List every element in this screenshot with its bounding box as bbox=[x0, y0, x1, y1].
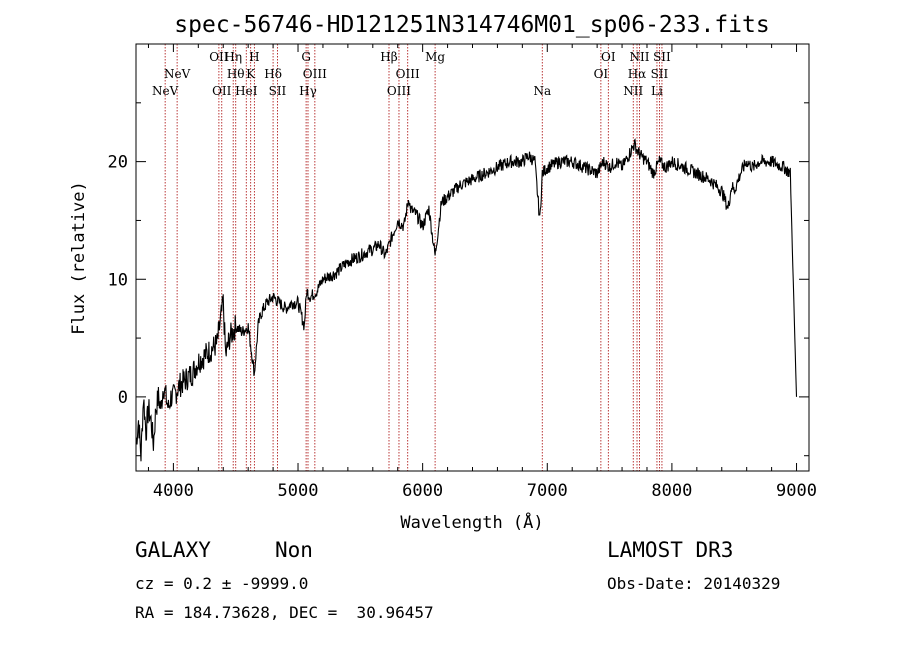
line-marker-label-3: OII bbox=[212, 84, 232, 98]
line-marker-label-17: Mg bbox=[425, 50, 445, 64]
line-marker-label-8: K bbox=[246, 67, 256, 81]
line-marker-label-14: Hβ bbox=[380, 50, 397, 64]
observation-date: Obs-Date: 20140329 bbox=[607, 574, 781, 593]
ra-dec-line: RA = 184.73628, DEC = 30.96457 bbox=[135, 603, 434, 622]
line-marker-label-10: SII bbox=[269, 84, 287, 98]
object-class: GALAXY bbox=[135, 538, 211, 562]
y-axis-label: Flux (relative) bbox=[69, 181, 89, 335]
axis-ticks: 4000 5000 6000 7000 8000 9000 0 10 20 bbox=[108, 44, 817, 501]
line-marker-label-18: Na bbox=[533, 84, 551, 98]
x-tick-label-0: 4000 bbox=[153, 481, 194, 501]
x-tick-label-2: 6000 bbox=[402, 481, 443, 501]
line-marker-label-13: OIII bbox=[303, 67, 327, 81]
line-marker-label-21: NII bbox=[630, 50, 650, 64]
line-marker-label-20: OI bbox=[594, 67, 609, 81]
x-axis-label: Wavelength (Å) bbox=[400, 511, 543, 533]
line-marker-label-11: G bbox=[301, 50, 311, 64]
line-marker-label-2: OII bbox=[209, 50, 229, 64]
line-marker-label-9: Hδ bbox=[264, 67, 282, 81]
line-marker-label-5: Hθ bbox=[227, 67, 245, 81]
y-tick-label-2: 20 bbox=[108, 153, 128, 173]
y-tick-label-1: 10 bbox=[108, 270, 128, 290]
x-tick-label-1: 5000 bbox=[278, 481, 319, 501]
line-marker-label-6: HeI bbox=[235, 84, 258, 98]
line-marker-label-25: SII bbox=[651, 67, 669, 81]
x-tick-label-5: 9000 bbox=[776, 481, 817, 501]
line-marker-label-16: OIII bbox=[387, 84, 411, 98]
line-marker-label-26: Li bbox=[651, 84, 663, 98]
x-tick-label-3: 7000 bbox=[527, 481, 568, 501]
line-marker-label-7: H bbox=[249, 50, 259, 64]
line-marker-label-12: Hγ bbox=[299, 84, 317, 98]
spectrum-series-line bbox=[135, 138, 798, 462]
survey-name: LAMOST DR3 bbox=[607, 538, 734, 562]
line-marker-label-15: OIII bbox=[396, 67, 420, 81]
chart-title: spec-56746-HD121251N314746M01_sp06-233.f… bbox=[174, 12, 769, 38]
line-marker-label-4: Hη bbox=[224, 50, 242, 64]
line-marker-label-23: NII bbox=[623, 84, 643, 98]
redshift-line: cz = 0.2 ± -9999.0 bbox=[135, 574, 309, 593]
line-marker-label-24: SII bbox=[653, 50, 671, 64]
object-subclass: Non bbox=[275, 538, 313, 562]
plot-frame bbox=[135, 43, 810, 472]
line-markers bbox=[164, 44, 663, 471]
line-marker-label-19: OI bbox=[601, 50, 616, 64]
line-marker-label-1: NeV bbox=[164, 67, 191, 81]
line-marker-label-0: NeV bbox=[152, 84, 179, 98]
y-tick-label-0: 0 bbox=[118, 388, 128, 408]
x-tick-label-4: 8000 bbox=[651, 481, 692, 501]
line-marker-label-22: Hα bbox=[628, 67, 647, 81]
